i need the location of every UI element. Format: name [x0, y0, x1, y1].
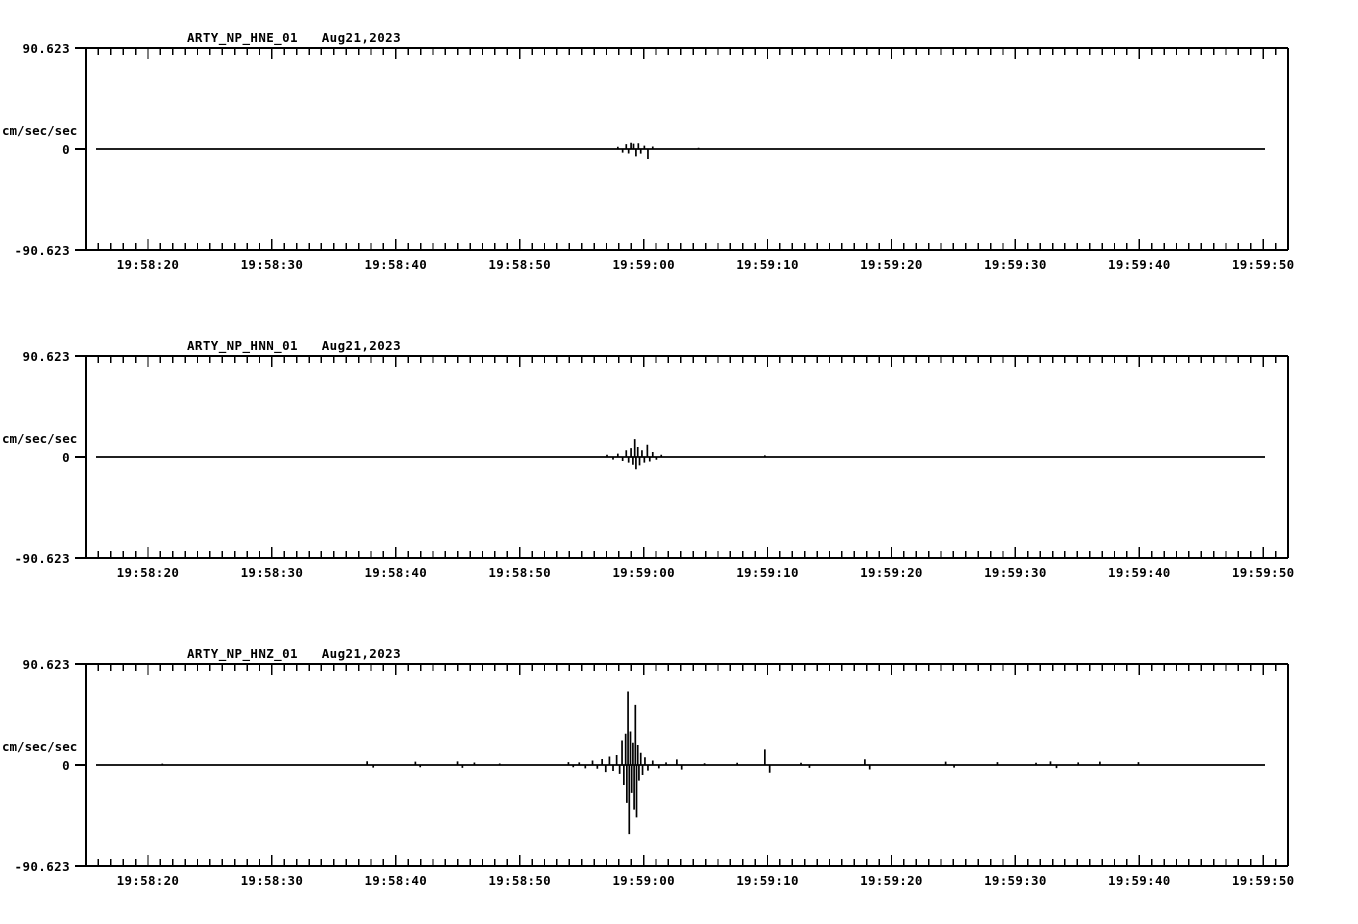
x-axis-tick-label: 19:59:00 [612, 873, 675, 888]
y-axis-zero-label: 0 [62, 758, 70, 773]
x-axis-tick-label: 19:59:40 [1107, 565, 1171, 580]
x-axis-tick-label: 19:58:40 [364, 257, 428, 272]
y-axis-unit-label: cm/sec/sec [2, 431, 78, 446]
y-axis-unit-label: cm/sec/sec [2, 739, 78, 754]
x-axis-tick-label: 19:58:50 [488, 565, 552, 580]
axis-frame [85, 663, 1289, 867]
y-axis-min-label: -90.623 [14, 859, 70, 874]
x-axis-tick-label: 19:58:50 [488, 873, 552, 888]
axis-frame [85, 355, 1289, 559]
x-axis-tick-label: 19:59:20 [860, 257, 923, 272]
axis-ticks [85, 664, 1289, 866]
x-axis-tick-label: 19:59:30 [984, 565, 1047, 580]
x-axis-tick-label: 19:59:50 [1231, 257, 1295, 272]
x-axis-tick-label: 19:59:00 [612, 257, 675, 272]
axis-ticks [85, 48, 1289, 250]
waveform-trace [96, 691, 1265, 835]
x-axis-tick-label: 19:59:50 [1231, 873, 1295, 888]
x-axis-tick-label: 19:59:00 [612, 565, 675, 580]
axis-ticks [85, 356, 1289, 558]
x-axis-tick-label: 19:58:40 [364, 873, 428, 888]
y-axis-ticks [75, 47, 86, 251]
y-axis-ticks [75, 663, 86, 867]
y-axis-unit-label: cm/sec/sec [2, 123, 78, 138]
x-axis-tick-label: 19:59:10 [736, 257, 799, 272]
x-axis-tick-label: 19:58:20 [116, 257, 180, 272]
x-axis-tick-label: 19:58:20 [116, 873, 180, 888]
x-axis-tick-label: 19:59:10 [736, 873, 799, 888]
y-axis-ticks [75, 355, 86, 559]
trace-title-hnn: ARTY_NP_HNN_01 Aug21,2023 [187, 338, 401, 353]
x-axis-tick-label: 19:59:30 [984, 873, 1047, 888]
y-axis-max-label: 90.623 [22, 41, 70, 56]
axis-frame [85, 47, 1289, 251]
x-axis-tick-label: 19:58:30 [240, 565, 304, 580]
x-axis-tick-label: 19:59:40 [1107, 257, 1171, 272]
x-axis-tick-label: 19:58:40 [364, 565, 428, 580]
trace-title-hne: ARTY_NP_HNE_01 Aug21,2023 [187, 30, 401, 45]
y-axis-max-label: 90.623 [22, 349, 70, 364]
trace-title-hnz: ARTY_NP_HNZ_01 Aug21,2023 [187, 646, 401, 661]
x-axis-tick-label: 19:59:40 [1107, 873, 1171, 888]
x-axis-tick-label: 19:58:50 [488, 257, 552, 272]
y-axis-min-label: -90.623 [14, 551, 70, 566]
y-axis-zero-label: 0 [62, 142, 70, 157]
x-axis-tick-label: 19:59:10 [736, 565, 799, 580]
x-axis-tick-label: 19:59:30 [984, 257, 1047, 272]
x-axis-tick-label: 19:58:30 [240, 257, 304, 272]
y-axis-min-label: -90.623 [14, 243, 70, 258]
x-axis-tick-label: 19:58:30 [240, 873, 304, 888]
y-axis-max-label: 90.623 [22, 657, 70, 672]
waveform-trace [96, 142, 1265, 160]
x-axis-tick-label: 19:59:20 [860, 873, 923, 888]
x-axis-tick-label: 19:58:20 [116, 565, 180, 580]
waveform-trace [96, 439, 1265, 470]
x-axis-tick-label: 19:59:20 [860, 565, 923, 580]
y-axis-zero-label: 0 [62, 450, 70, 465]
x-axis-tick-label: 19:59:50 [1231, 565, 1295, 580]
